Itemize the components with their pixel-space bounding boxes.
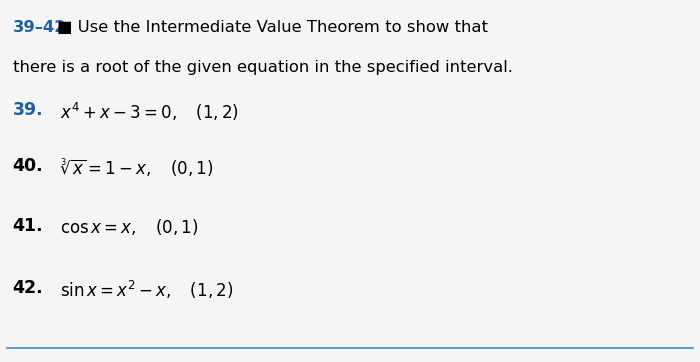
Text: ■ Use the Intermediate Value Theorem to show that: ■ Use the Intermediate Value Theorem to … — [57, 20, 489, 35]
Text: 40.: 40. — [13, 157, 43, 176]
Text: $x^4 + x - 3 = 0,$   $(1, 2)$: $x^4 + x - 3 = 0,$ $(1, 2)$ — [60, 101, 238, 123]
Text: $\sqrt[3]{x} = 1 - x,$   $(0, 1)$: $\sqrt[3]{x} = 1 - x,$ $(0, 1)$ — [60, 157, 213, 179]
Text: there is a root of the given equation in the specified interval.: there is a root of the given equation in… — [13, 60, 512, 75]
Text: 39.: 39. — [13, 101, 43, 119]
Text: 42.: 42. — [13, 279, 43, 297]
Text: $\sin x = x^2 - x,$   $(1, 2)$: $\sin x = x^2 - x,$ $(1, 2)$ — [60, 279, 232, 301]
Text: 41.: 41. — [13, 217, 43, 235]
Text: 39–42: 39–42 — [13, 20, 66, 35]
Text: $\cos x = x,$   $(0, 1)$: $\cos x = x,$ $(0, 1)$ — [60, 217, 198, 237]
